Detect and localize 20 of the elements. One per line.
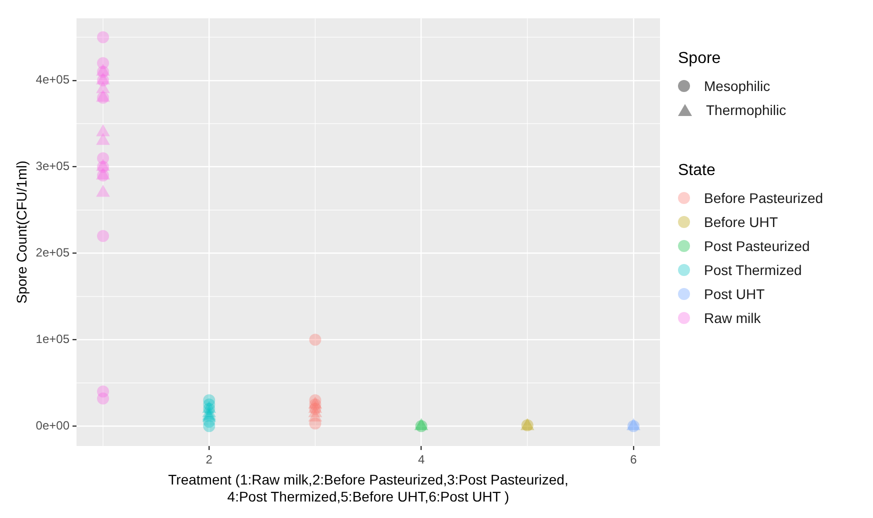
y-axis-title: Spore Count(CFU/1ml)	[13, 160, 30, 304]
y-tick-label: 2e+05	[36, 246, 70, 260]
legend-label: Before UHT	[704, 214, 778, 230]
y-tick-label: 3e+05	[36, 159, 70, 174]
x-tick-label: 6	[630, 452, 638, 467]
legend-title: State	[678, 162, 716, 180]
y-tick-label: 4e+05	[36, 72, 70, 87]
legend-label: Before Pasteurized	[704, 190, 824, 206]
legend-label: Post Pasteurized	[704, 238, 810, 254]
x-tick-label: 4	[418, 452, 425, 467]
legend-label: Raw milk	[704, 310, 761, 326]
text: Thermophilic	[706, 102, 786, 118]
text: Spore	[678, 50, 722, 68]
x-axis-title: Treatment (1:Raw milk,2:Before Pasteurized,3:Post Pasteurized, 4:Post Thermized,5:Before UHT,6:Post UHT )	[168, 472, 568, 504]
y-tick-label: 1e+05	[36, 332, 70, 346]
x-tick-label: 2	[206, 452, 213, 467]
y-tick-label: 0e+00	[36, 418, 70, 432]
legend-label: Post Thermized	[704, 262, 802, 278]
text: Mesophilic	[704, 78, 770, 94]
legend-label: Post UHT	[704, 286, 765, 302]
